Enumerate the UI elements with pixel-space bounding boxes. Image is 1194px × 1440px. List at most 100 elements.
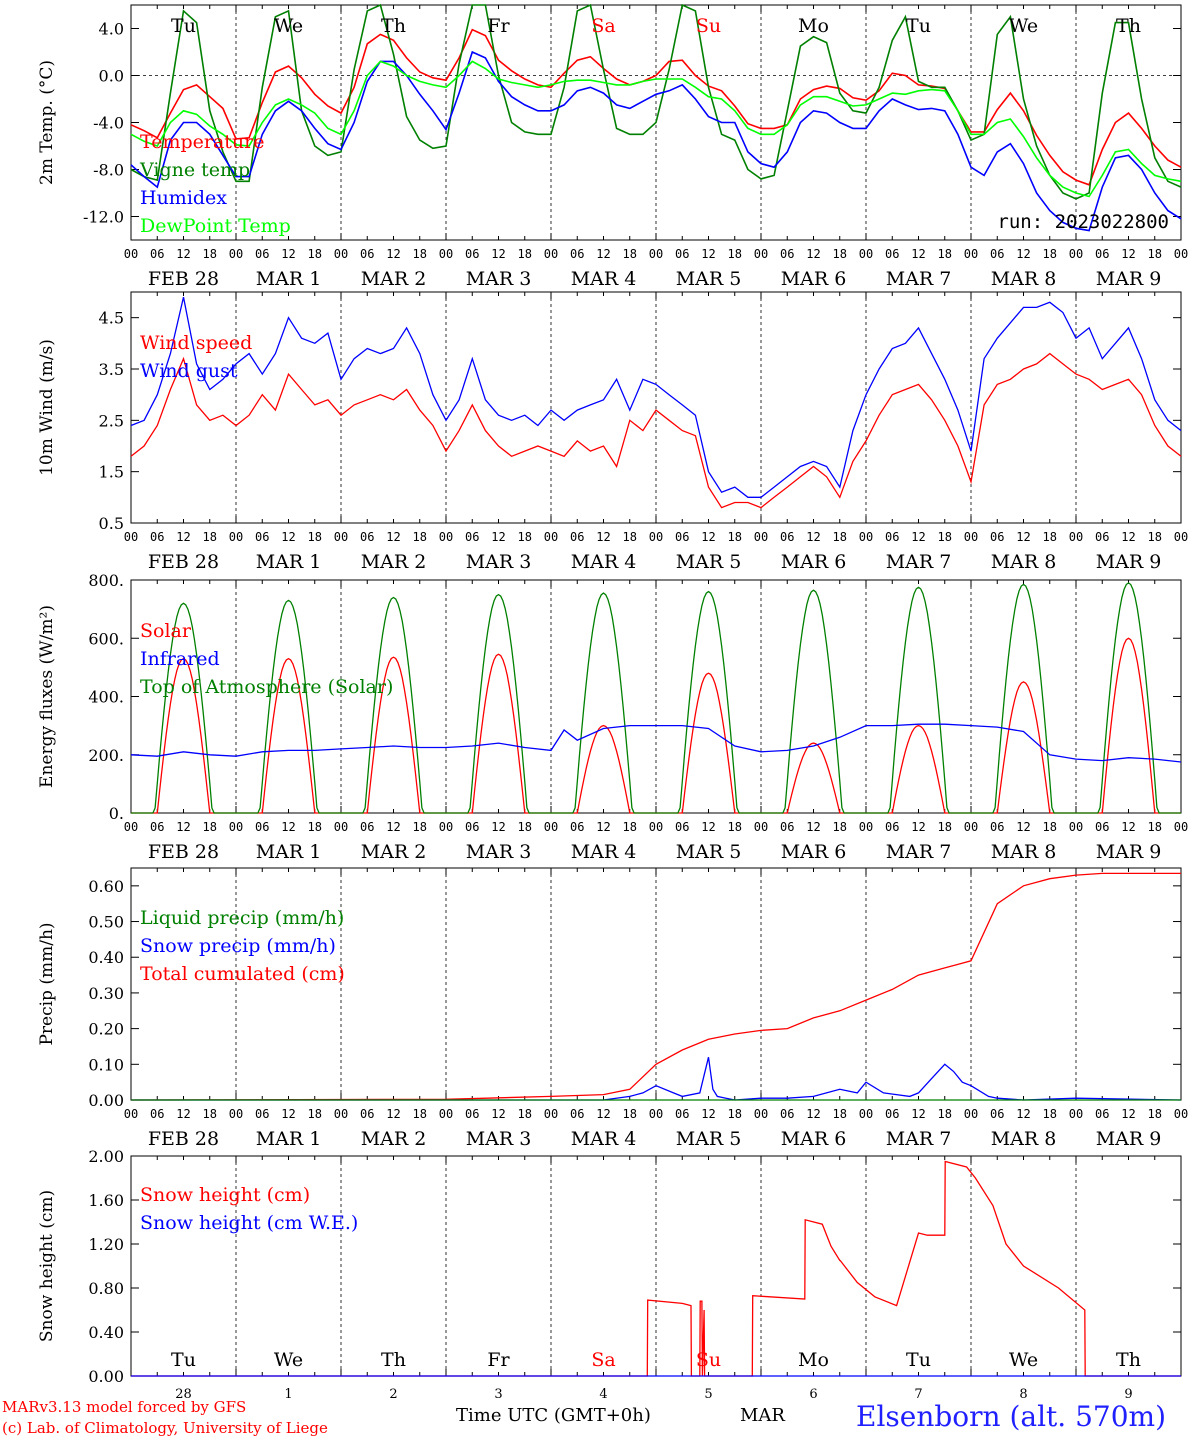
hour-tick-label: 18 [203, 530, 217, 544]
weekday-label: Fr [487, 15, 510, 37]
hour-tick-label: 12 [386, 247, 400, 261]
hour-tick-label: 06 [465, 820, 479, 834]
hour-tick-label: 00 [124, 530, 138, 544]
y-tick-label: 4.0 [99, 20, 124, 39]
date-number: 28 [175, 1387, 192, 1402]
hour-tick-label: 12 [1121, 247, 1135, 261]
hour-tick-label: 06 [1095, 1107, 1109, 1121]
day-label: MAR 2 [361, 841, 427, 863]
hour-tick-label: 12 [1121, 530, 1135, 544]
hour-tick-label: 06 [255, 530, 269, 544]
series-line [130, 352, 1182, 509]
hour-tick-label: 00 [859, 530, 873, 544]
month-label: MAR [740, 1405, 785, 1426]
hour-tick-label: 12 [596, 247, 610, 261]
hour-tick-label: 00 [1174, 247, 1188, 261]
hour-tick-label: 18 [413, 820, 427, 834]
hour-tick-label: 06 [465, 1107, 479, 1121]
y-tick-label: 800. [88, 571, 124, 590]
hour-tick-label: 12 [491, 820, 505, 834]
hour-tick-label: 00 [334, 820, 348, 834]
day-label: MAR 8 [991, 841, 1057, 863]
hour-tick-label: 12 [1016, 247, 1030, 261]
hour-tick-label: 12 [176, 247, 190, 261]
day-label: MAR 9 [1096, 1128, 1162, 1150]
weekday-label: Fr [487, 1349, 510, 1371]
hour-tick-label: 12 [911, 247, 925, 261]
hour-tick-label: 18 [1148, 530, 1162, 544]
legend-entry: Vigne temp [139, 159, 250, 181]
hour-tick-label: 06 [1095, 247, 1109, 261]
hour-tick-label: 12 [1016, 530, 1030, 544]
date-number: 6 [809, 1387, 817, 1402]
y-tick-label: 2.5 [99, 411, 124, 430]
y-tick-label: 1.60 [88, 1191, 124, 1210]
hour-tick-label: 12 [281, 247, 295, 261]
legend-entry: Snow height (cm W.E.) [140, 1212, 358, 1234]
hour-tick-label: 06 [990, 1107, 1004, 1121]
series-line [130, 28, 1182, 186]
hour-tick-label: 00 [439, 1107, 453, 1121]
hour-tick-label: 00 [544, 530, 558, 544]
hour-tick-label: 00 [1069, 820, 1083, 834]
day-label: MAR 4 [571, 551, 637, 573]
y-axis-label: 10m Wind (m/s) [37, 339, 57, 476]
day-label: FEB 28 [148, 1128, 219, 1150]
hour-tick-label: 18 [938, 820, 952, 834]
date-number: 1 [284, 1387, 292, 1402]
hour-tick-label: 00 [229, 247, 243, 261]
hour-tick-label: 18 [518, 1107, 532, 1121]
weekday-label: Mo [798, 15, 829, 37]
weekday-label: Tu [171, 1349, 196, 1371]
hour-tick-label: 12 [911, 530, 925, 544]
hour-tick-label: 18 [728, 530, 742, 544]
weekday-label: Sa [591, 1349, 615, 1371]
hour-tick-label: 06 [465, 247, 479, 261]
y-tick-label: 0.0 [99, 67, 124, 86]
y-tick-label: 3.5 [99, 360, 124, 379]
hour-tick-label: 12 [176, 1107, 190, 1121]
hour-tick-label: 12 [911, 820, 925, 834]
day-label: MAR 5 [676, 268, 742, 290]
legend-entry: Snow height (cm) [140, 1184, 310, 1206]
day-label: FEB 28 [148, 841, 219, 863]
legend-entry: Temperature [140, 131, 264, 153]
date-number: 5 [704, 1387, 712, 1402]
hour-tick-label: 00 [964, 820, 978, 834]
day-label: MAR 9 [1096, 551, 1162, 573]
hour-tick-label: 00 [649, 1107, 663, 1121]
y-tick-label: 0.10 [88, 1055, 124, 1074]
weekday-label: Mo [798, 1349, 829, 1371]
hour-tick-label: 06 [885, 530, 899, 544]
hour-tick-label: 18 [938, 247, 952, 261]
hour-tick-label: 00 [124, 1107, 138, 1121]
weekday-label: Th [1116, 1349, 1141, 1371]
hour-tick-label: 06 [360, 1107, 374, 1121]
hour-tick-label: 18 [1043, 530, 1057, 544]
day-label: FEB 28 [148, 551, 219, 573]
hour-tick-label: 12 [1016, 820, 1030, 834]
series-line [130, 50, 1182, 232]
y-tick-label: 400. [88, 688, 124, 707]
hour-tick-label: 06 [570, 530, 584, 544]
hour-tick-label: 12 [491, 530, 505, 544]
lab-credit: (c) Lab. of Climatology, University of L… [2, 1419, 328, 1437]
hour-tick-label: 00 [229, 1107, 243, 1121]
time-axis-label: Time UTC (GMT+0h) [456, 1405, 651, 1426]
hour-tick-label: 12 [701, 820, 715, 834]
hour-tick-label: 18 [308, 820, 322, 834]
hour-tick-label: 06 [360, 820, 374, 834]
hour-tick-label: 12 [596, 530, 610, 544]
y-tick-label: 0.20 [88, 1020, 124, 1039]
day-label: MAR 2 [361, 1128, 427, 1150]
hour-tick-label: 18 [1148, 820, 1162, 834]
day-label: MAR 9 [1096, 841, 1162, 863]
hour-tick-label: 18 [308, 530, 322, 544]
hour-tick-label: 18 [203, 1107, 217, 1121]
day-label: MAR 6 [781, 841, 847, 863]
hour-tick-label: 12 [176, 820, 190, 834]
hour-tick-label: 06 [675, 247, 689, 261]
hour-tick-label: 18 [623, 530, 637, 544]
hour-tick-label: 06 [360, 247, 374, 261]
